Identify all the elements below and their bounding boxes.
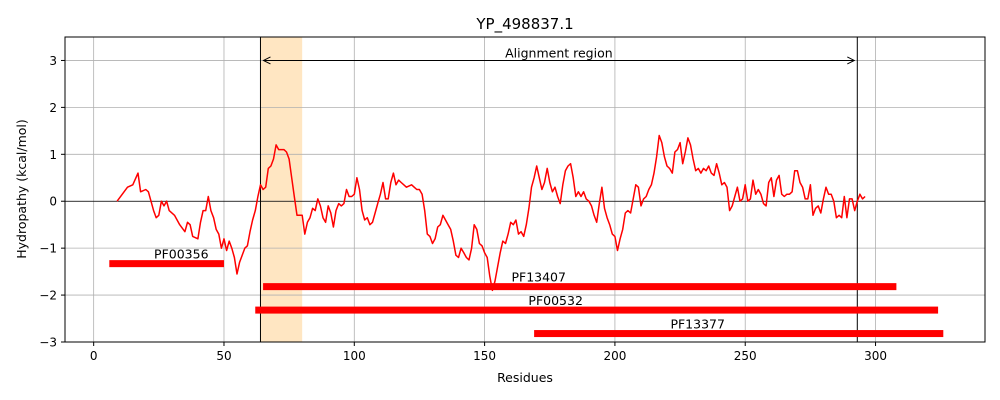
highlight-region	[260, 37, 303, 342]
domain-bar	[255, 306, 939, 314]
x-tick-label: 300	[864, 349, 887, 363]
x-tick-label: 250	[734, 349, 757, 363]
x-tick-label: 100	[343, 349, 366, 363]
y-tick-label: 1	[49, 148, 57, 162]
x-axis-label: Residues	[497, 370, 553, 385]
x-tick-label: 150	[473, 349, 496, 363]
y-tick-label: 3	[49, 54, 57, 68]
y-tick-label: −3	[39, 336, 57, 350]
domain-label: PF00532	[528, 293, 583, 308]
y-tick-label: 0	[49, 195, 57, 209]
domain-label: PF13407	[511, 270, 566, 285]
y-tick-label: −1	[39, 242, 57, 256]
x-tick-label: 200	[603, 349, 626, 363]
alignment-label: Alignment region	[505, 45, 613, 60]
y-tick-label: −2	[39, 289, 57, 303]
y-tick-label: 2	[49, 101, 57, 115]
domain-bar	[109, 260, 224, 268]
alignment-arrow-head-right	[847, 56, 856, 65]
hydropathy-line	[116, 134, 866, 292]
chart-title: YP_498837.1	[475, 15, 573, 34]
alignment-arrow-head-left	[262, 56, 271, 65]
y-axis-label: Hydropathy (kcal/mol)	[14, 119, 29, 259]
domain-bar	[263, 283, 897, 291]
domain-label: PF13377	[670, 317, 725, 332]
plot-frame	[64, 36, 986, 343]
x-tick-label: 50	[216, 349, 231, 363]
domain-label: PF00356	[154, 247, 209, 262]
domain-bar	[534, 330, 944, 338]
x-tick-label: 0	[90, 349, 98, 363]
